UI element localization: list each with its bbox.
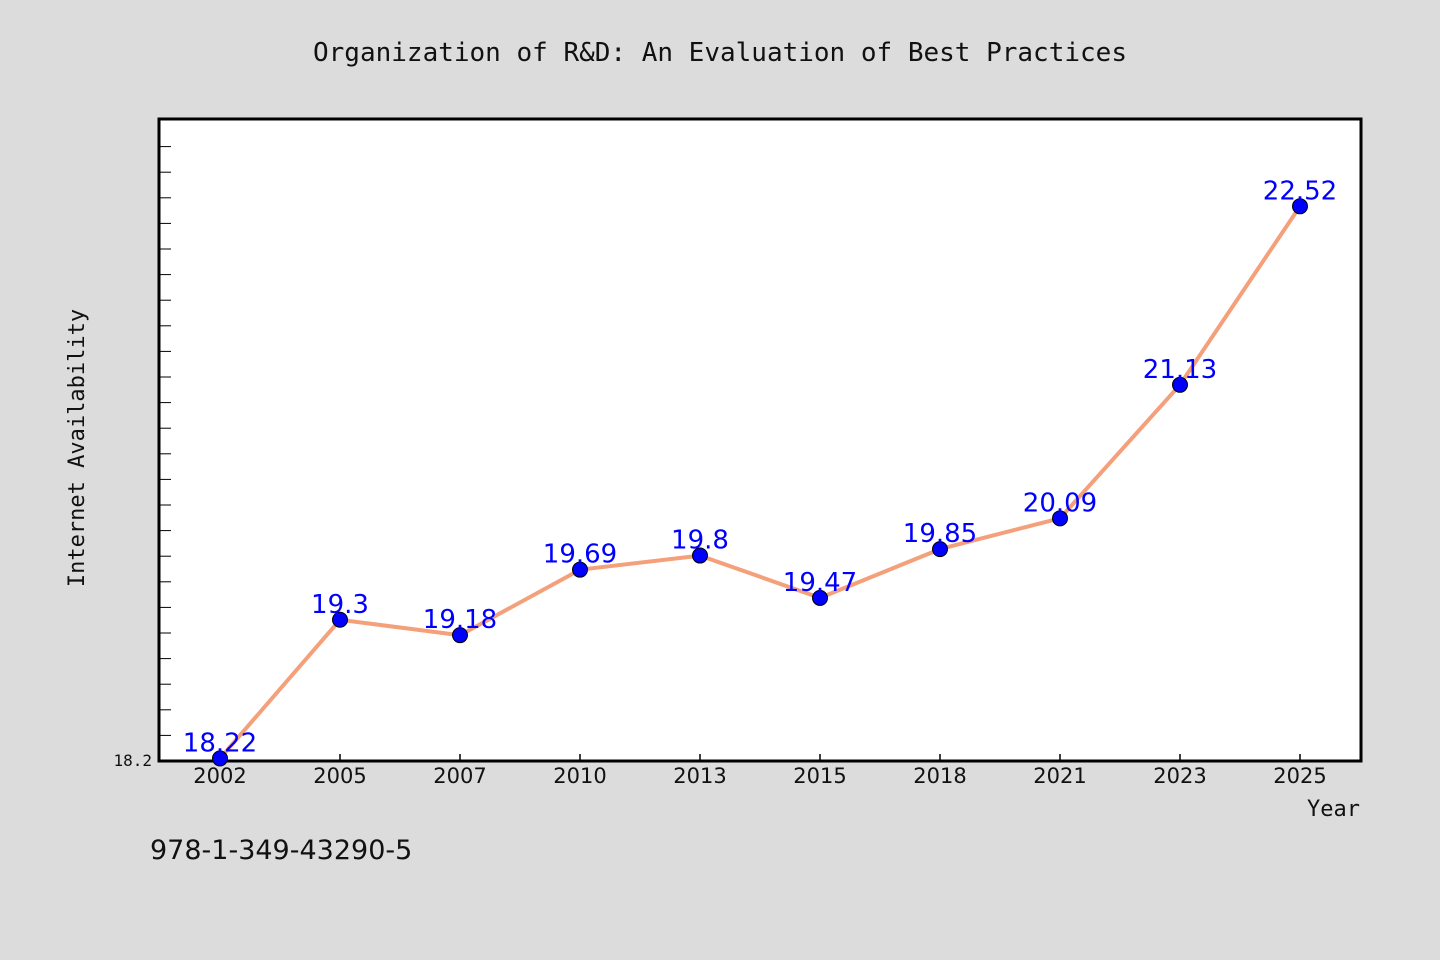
data-label: 19.8 xyxy=(671,526,729,556)
x-tick-label: 2010 xyxy=(553,764,606,788)
data-label: 19.3 xyxy=(311,590,369,620)
y-axis-tick-labels: 18.2 xyxy=(113,751,152,770)
x-axis-tick-labels: 2002 2005 2007 2010 2013 2015 2018 2021 2023 2025 xyxy=(193,764,1326,788)
x-tick-label: 2018 xyxy=(913,764,966,788)
x-tick-label: 2025 xyxy=(1273,764,1326,788)
data-point xyxy=(932,541,948,558)
data-point xyxy=(452,627,468,644)
data-point xyxy=(1052,510,1068,527)
data-label: 19.18 xyxy=(423,605,497,635)
data-point xyxy=(1292,198,1308,215)
data-label: 19.85 xyxy=(903,519,977,549)
x-tick-label: 2005 xyxy=(313,764,366,788)
y-axis-ticks xyxy=(159,146,171,736)
data-point xyxy=(212,750,228,767)
x-tick-label: 2021 xyxy=(1033,764,1086,788)
data-point xyxy=(332,611,348,628)
series-layer: 18.22 19.3 19.18 19.69 19.8 19.47 19.85 20.09 21… xyxy=(183,176,1337,767)
data-point xyxy=(692,547,708,564)
data-point xyxy=(812,589,828,606)
footer-code: 978-1-349-43290-5 xyxy=(150,835,413,866)
x-tick-label: 2007 xyxy=(433,764,486,788)
chart-title: Organization of R&D: An Evaluation of Be… xyxy=(313,38,1127,68)
data-point xyxy=(572,561,588,578)
data-label: 21.13 xyxy=(1143,355,1217,385)
plot-area xyxy=(157,117,1363,763)
series-line xyxy=(218,205,1302,760)
data-label: 19.69 xyxy=(543,540,617,570)
x-axis-label: Year xyxy=(1307,797,1360,822)
y-axis-label: Internet Availability xyxy=(65,309,90,587)
x-tick-label: 2013 xyxy=(673,764,726,788)
x-tick-label: 2002 xyxy=(193,764,246,788)
data-label: 20.09 xyxy=(1023,488,1097,518)
y-tick-label: 18.2 xyxy=(113,751,152,770)
data-point xyxy=(1172,376,1188,393)
data-label: 18.22 xyxy=(183,728,257,758)
data-label: 19.47 xyxy=(783,568,857,598)
data-label: 22.52 xyxy=(1263,176,1337,206)
x-tick-label: 2015 xyxy=(793,764,846,788)
x-tick-label: 2023 xyxy=(1153,764,1206,788)
